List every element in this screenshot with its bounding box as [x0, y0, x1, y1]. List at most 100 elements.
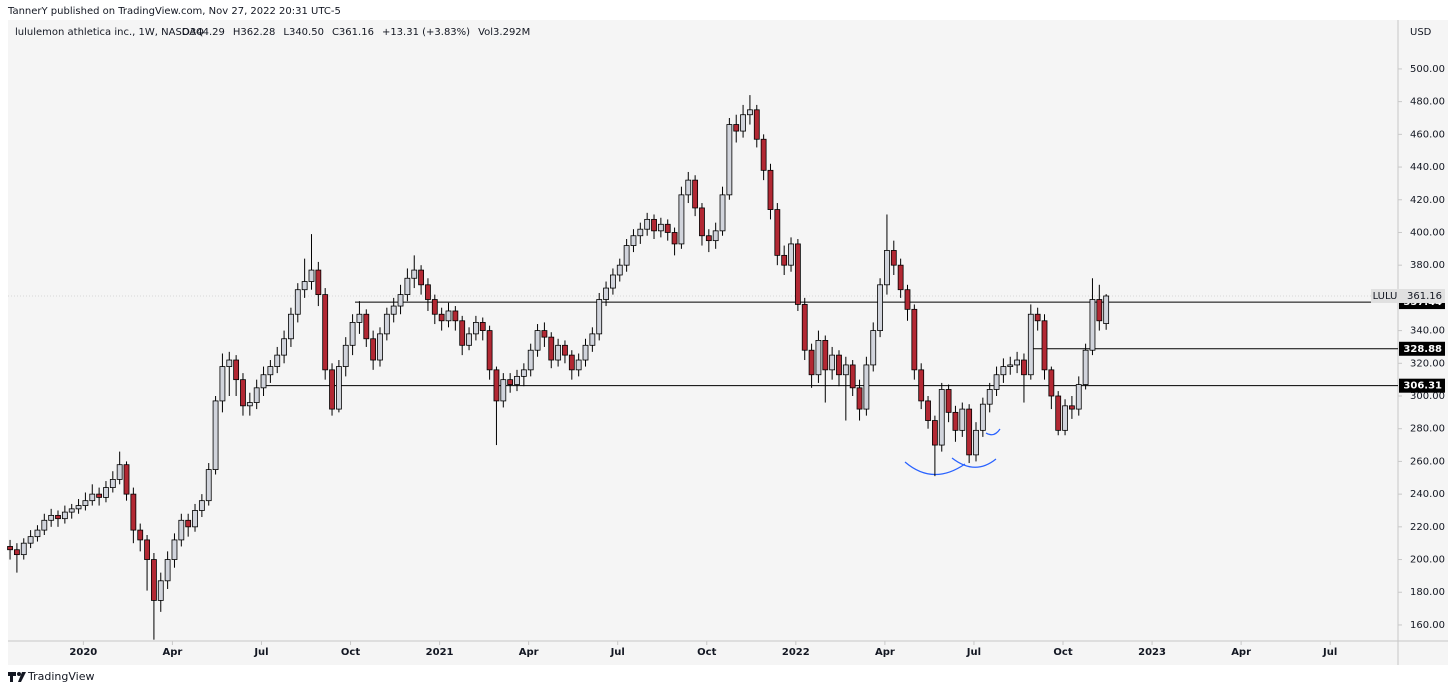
- x-tick-label: 2022: [782, 647, 810, 658]
- candle-body: [911, 308, 918, 371]
- candle-body: [41, 519, 48, 531]
- candle-body: [644, 218, 651, 230]
- candle-body: [918, 369, 925, 402]
- x-tick-label: Oct: [341, 647, 360, 658]
- candle-body: [445, 310, 452, 322]
- candle-body: [794, 243, 801, 305]
- y-tick-label: 180.00: [1410, 587, 1445, 598]
- candle-body: [157, 580, 164, 601]
- candle-body: [712, 230, 719, 242]
- candle-body: [356, 313, 363, 323]
- candle-body: [274, 354, 281, 367]
- y-tick-label: 480.00: [1410, 97, 1445, 108]
- candle-body: [616, 264, 623, 276]
- candle-body: [733, 124, 740, 132]
- candle-body: [322, 294, 329, 371]
- y-tick-label: 220.00: [1410, 522, 1445, 533]
- candle-body: [219, 366, 226, 402]
- candle-body: [61, 511, 68, 520]
- candle-body: [240, 379, 246, 407]
- candle-body: [246, 402, 253, 407]
- candle-body: [1014, 359, 1021, 366]
- candle-body: [301, 281, 308, 291]
- candle-body: [75, 505, 82, 510]
- candle-body: [404, 277, 411, 296]
- candle-body: [527, 349, 534, 371]
- candle-body: [842, 364, 849, 376]
- candle-body: [637, 228, 644, 237]
- candle-body: [493, 369, 500, 402]
- candle-body: [904, 289, 911, 310]
- header: TannerY published on TradingView.com, No…: [7, 6, 341, 17]
- price-line-label-box: [1399, 341, 1445, 356]
- y-tick-label: 240.00: [1410, 489, 1445, 500]
- candle-body: [897, 264, 904, 291]
- y-tick-label: 160.00: [1410, 620, 1445, 631]
- candle-body: [829, 354, 836, 371]
- candle-body: [952, 411, 959, 431]
- candle-body: [315, 269, 322, 296]
- x-tick-label: 2021: [426, 647, 454, 658]
- y-tick-label: 440.00: [1410, 162, 1445, 173]
- candle-body: [349, 322, 356, 346]
- y-tick-label: 460.00: [1410, 129, 1445, 140]
- arc-drawing: [904, 461, 966, 476]
- candle-body: [308, 269, 315, 282]
- candle-body: [1041, 320, 1048, 371]
- candle-body: [1007, 364, 1014, 367]
- candle-body: [1096, 299, 1103, 322]
- legend-value: O344.29: [182, 27, 225, 38]
- candle-body: [699, 207, 705, 237]
- candle-body: [726, 124, 733, 196]
- x-tick-label: Oct: [1053, 647, 1072, 658]
- candle-body: [14, 549, 20, 556]
- candle-body: [253, 387, 260, 403]
- candle-body: [411, 269, 418, 279]
- y-tick-label: 420.00: [1410, 195, 1445, 206]
- candle-body: [466, 333, 472, 346]
- x-tick-label: Apr: [875, 647, 895, 658]
- candle-body: [212, 400, 219, 470]
- x-tick-label: Jul: [610, 647, 625, 658]
- candle-body: [377, 333, 383, 361]
- candle-body: [192, 510, 198, 528]
- tv-logo: [8, 672, 26, 682]
- candle-body: [123, 464, 130, 495]
- candle-body: [342, 344, 349, 367]
- candle-body: [993, 374, 1000, 390]
- candle-body: [137, 529, 144, 541]
- candle-body: [151, 559, 157, 601]
- candle-body: [116, 464, 123, 480]
- candle-body: [815, 340, 822, 376]
- candle-body: [1027, 313, 1034, 376]
- candle-body: [678, 194, 685, 245]
- candle-body: [20, 542, 27, 556]
- y-tick-label: 340.00: [1410, 326, 1445, 337]
- candle-body: [329, 369, 335, 410]
- y-tick-label: 260.00: [1410, 456, 1445, 467]
- candle-body: [945, 389, 952, 413]
- candle-body: [109, 479, 116, 488]
- candle-body: [103, 487, 109, 498]
- y-tick-label: 280.00: [1410, 424, 1445, 435]
- x-tick-label: 2023: [1138, 647, 1166, 658]
- candle-body: [692, 179, 699, 209]
- candle-body: [514, 375, 520, 385]
- x-tick-label: Jul: [966, 647, 981, 658]
- candle-body: [1034, 313, 1041, 322]
- candle-body: [685, 179, 692, 196]
- candle-body: [267, 366, 274, 376]
- arc-drawing: [951, 457, 997, 468]
- candle-body: [1048, 369, 1055, 397]
- price-line-label: 328.88: [1403, 344, 1442, 355]
- candle-body: [130, 493, 137, 531]
- candle-body: [438, 313, 445, 322]
- candle-body: [473, 322, 479, 335]
- x-tick-label: Apr: [519, 647, 539, 658]
- candle-body: [479, 322, 486, 331]
- candle-body: [452, 310, 459, 322]
- candle-body: [260, 374, 267, 389]
- legend-value: +13.31 (+3.83%): [382, 27, 470, 38]
- candle-body: [1000, 366, 1007, 376]
